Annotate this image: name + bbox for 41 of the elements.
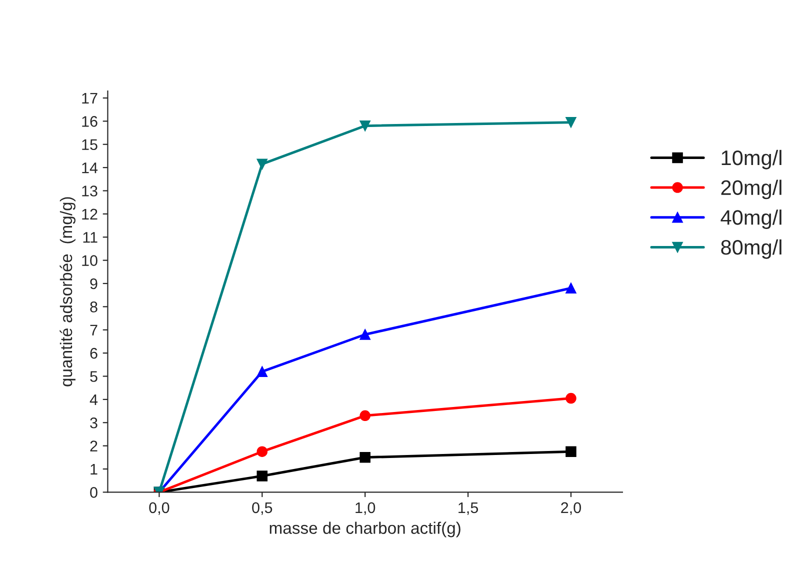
point (360, 329, 370, 340)
y-tick-label: 5 (90, 371, 98, 382)
point (256, 158, 268, 170)
y-tick-label: 16 (82, 116, 98, 127)
x-tick-label: 0,0 (149, 502, 170, 515)
y-tick-label: 11 (83, 232, 98, 243)
y-tick-label: 9 (90, 278, 98, 290)
point (566, 392, 576, 404)
legend-label: 20mg/l (721, 180, 782, 200)
x-tick-label: 1,5 (458, 502, 478, 515)
point (566, 116, 576, 128)
y-tick-label: 4 (90, 394, 98, 405)
y-tick-label: 2 (90, 440, 98, 452)
y-tick-label: 1 (90, 464, 98, 475)
x-tick-label: 1,0 (356, 502, 376, 515)
y-tick-label: 17 (82, 93, 98, 104)
point (256, 366, 268, 377)
point (566, 446, 576, 457)
point (360, 452, 370, 463)
legend-label: 80mg/l (721, 239, 782, 259)
y-tick-label: 3 (90, 417, 98, 428)
y-tick-label: 12 (82, 208, 98, 220)
y-tick-label: 15 (82, 139, 98, 150)
y-tick-label: 6 (90, 348, 98, 359)
y-tick-label: 0 (90, 487, 98, 498)
x-tick-label: 0,5 (252, 502, 272, 515)
point (360, 120, 370, 132)
point (256, 470, 268, 482)
point (360, 410, 370, 422)
point (566, 282, 576, 294)
y-axis-title: quantité adsorbée (mg/g) (60, 197, 76, 386)
x-axis-title: masse de charbon actif(g) (270, 522, 460, 538)
y-tick-label: 14 (82, 162, 98, 174)
x-tick-label: 2,0 (561, 502, 581, 515)
y-tick-label: 8 (90, 302, 98, 312)
legend-label: 10mg/l (722, 150, 782, 170)
y-tick-label: 7 (90, 324, 98, 336)
y-tick-label: 10 (82, 255, 98, 266)
y-tick-label: 13 (82, 186, 98, 196)
legend-label: 40mg/l (720, 210, 782, 229)
point (256, 446, 268, 457)
